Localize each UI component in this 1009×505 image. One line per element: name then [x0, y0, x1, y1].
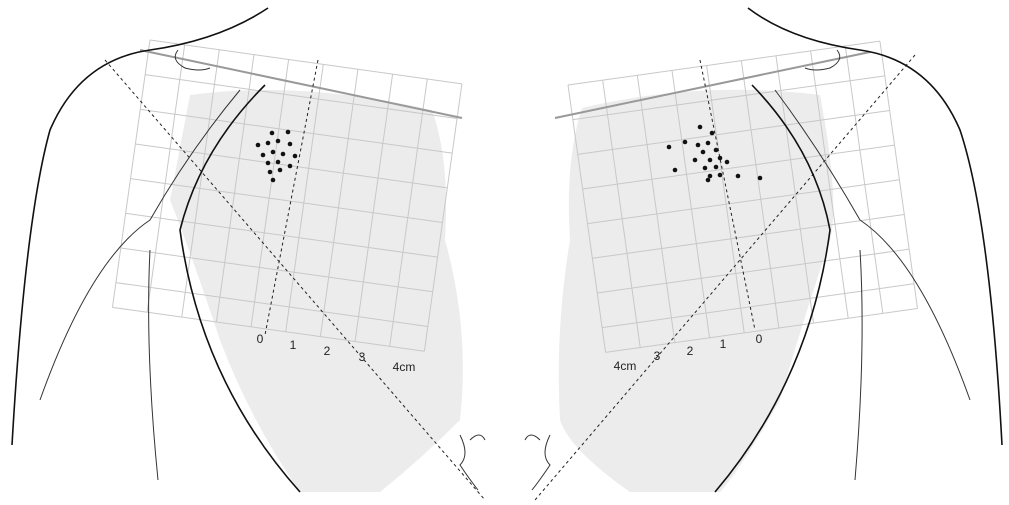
- dot: [667, 145, 672, 150]
- scale-label: 0: [756, 332, 763, 346]
- dot: [270, 131, 275, 136]
- scale-label: 2: [324, 344, 331, 358]
- dot: [706, 141, 711, 146]
- dot: [693, 158, 698, 163]
- dot: [725, 160, 730, 165]
- dot: [271, 150, 276, 155]
- dot: [266, 161, 271, 166]
- right-panel: 4cm 3 2 1 0: [525, 8, 1002, 500]
- dot: [293, 154, 298, 159]
- dot: [278, 168, 283, 173]
- dot: [714, 165, 719, 170]
- dot: [758, 176, 763, 181]
- dot: [261, 153, 266, 158]
- scale-label: 3: [654, 349, 661, 363]
- dot: [714, 148, 719, 153]
- dot: [706, 178, 711, 183]
- scale-label: 0: [257, 332, 264, 346]
- dot: [708, 158, 713, 163]
- scale-label: 3: [359, 350, 366, 364]
- dot: [718, 173, 723, 178]
- left-waist: [460, 435, 485, 490]
- dot: [673, 168, 678, 173]
- left-panel: 0 1 2 3 4cm: [12, 8, 485, 500]
- scale-label: 4cm: [393, 360, 416, 374]
- right-waist: [525, 435, 550, 490]
- right-back-shading: [559, 90, 834, 492]
- dot: [701, 150, 706, 155]
- dot: [288, 164, 293, 169]
- dot: [256, 143, 261, 148]
- dot: [708, 174, 713, 179]
- dot: [696, 143, 701, 148]
- dot: [286, 130, 291, 135]
- dot: [271, 178, 276, 183]
- dot: [288, 142, 293, 147]
- dot: [683, 140, 688, 145]
- scale-label: 2: [687, 344, 694, 358]
- dot: [268, 170, 273, 175]
- dot: [276, 160, 281, 165]
- scale-label: 4cm: [614, 359, 637, 373]
- scale-label: 1: [290, 338, 297, 352]
- dot: [718, 156, 723, 161]
- dot: [736, 174, 741, 179]
- scale-label: 1: [720, 337, 727, 351]
- left-scapula: [175, 50, 210, 70]
- dot: [698, 125, 703, 130]
- dot: [710, 131, 715, 136]
- dot: [276, 139, 281, 144]
- dot: [281, 152, 286, 157]
- right-inner-arm: [855, 250, 862, 480]
- dot: [266, 141, 271, 146]
- dot: [703, 166, 708, 171]
- diagram: 0 1 2 3 4cm 4cm 3 2 1 0: [0, 0, 1009, 505]
- left-inner-arm: [149, 250, 158, 480]
